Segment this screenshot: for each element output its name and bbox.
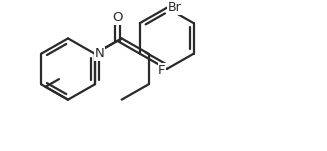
Text: O: O [112, 11, 123, 24]
Text: F: F [158, 64, 166, 77]
Text: N: N [95, 47, 105, 60]
Text: Br: Br [168, 1, 181, 14]
